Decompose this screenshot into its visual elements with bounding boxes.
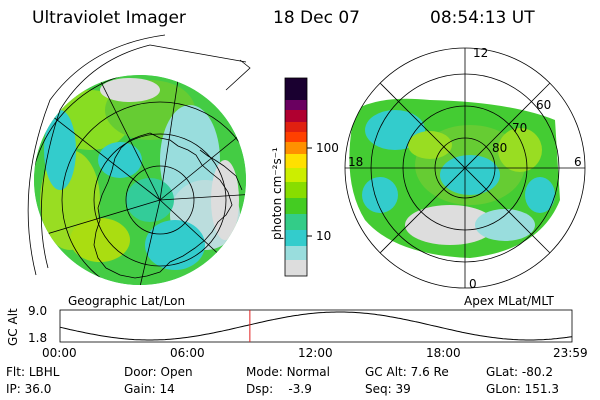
gcalt-field: GC Alt: 7.6 Re (365, 365, 449, 379)
mlat-label-60: 60 (536, 98, 552, 112)
alt-xtick: 06:00 (170, 346, 205, 360)
colorbar (284, 77, 312, 277)
seq-field: Seq: 39 (365, 382, 411, 396)
ip-field: IP: 36.0 (6, 382, 52, 396)
instrument-title: Ultraviolet Imager (32, 8, 186, 28)
flt-field: Flt: LBHL (6, 365, 60, 379)
alt-ylabel: GC Alt (6, 308, 20, 346)
alt-xtick: 23:59 (553, 346, 588, 360)
dsp-field: Dsp: -3.9 (246, 382, 312, 396)
mlat-label-70: 70 (512, 121, 528, 135)
alt-xtick: 18:00 (426, 346, 461, 360)
mlt-label-6: 6 (574, 155, 582, 169)
alt-ymax: 9.0 (28, 304, 48, 318)
mlt-label-12: 12 (473, 46, 489, 60)
altitude-plot (59, 309, 573, 343)
glat-field: GLat: -80.2 (486, 365, 553, 379)
colorbar-unit-label: photon cm⁻²s⁻¹ (270, 147, 284, 240)
time-label: 08:54:13 UT (430, 8, 535, 28)
date-label: 18 Dec 07 (273, 8, 360, 28)
gain-field: Gain: 14 (124, 382, 175, 396)
apex-caption: Apex MLat/MLT (464, 294, 554, 308)
glon-field: GLon: 151.3 (486, 382, 559, 396)
mlat-label-80: 80 (492, 141, 508, 155)
alt-xtick: 00:00 (42, 346, 77, 360)
mlt-label-0: 0 (469, 277, 477, 291)
alt-ymin: 1.8 (28, 331, 48, 345)
door-field: Door: Open (124, 365, 193, 379)
magnetic-map (344, 47, 586, 289)
mlt-label-18: 18 (348, 155, 364, 169)
geographic-map (27, 34, 251, 285)
mode-field: Mode: Normal (246, 365, 330, 379)
colorbar-tick-10: 10 (316, 229, 332, 243)
geographic-caption: Geographic Lat/Lon (68, 294, 186, 308)
alt-xtick: 12:00 (298, 346, 333, 360)
colorbar-tick-100: 100 (316, 141, 339, 155)
